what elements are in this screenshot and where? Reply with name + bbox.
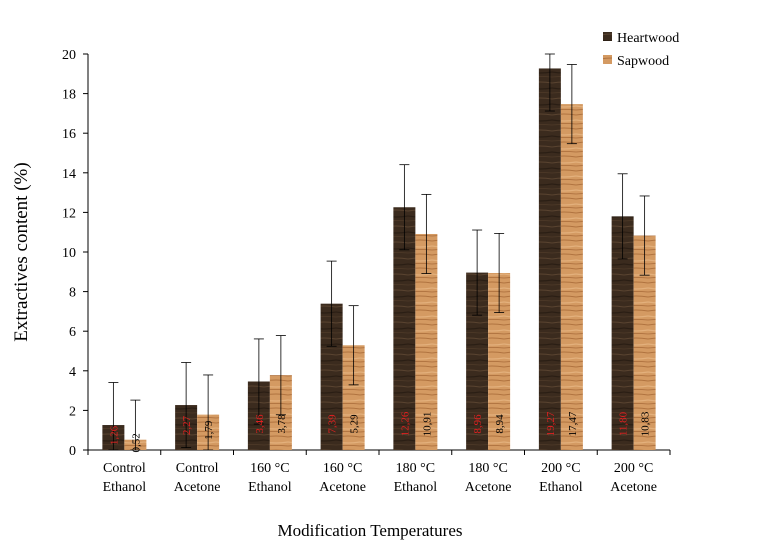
x-category-label-line2: Acetone — [319, 480, 366, 495]
bar-heartwood — [538, 68, 561, 450]
x-axis-title: Modification Temperatures — [278, 521, 463, 540]
y-tick-label: 16 — [62, 127, 76, 142]
data-label-sapwood: 10,83 — [640, 411, 652, 436]
bar-heartwood — [320, 303, 343, 450]
data-label-heartwood: 19,27 — [545, 411, 557, 436]
y-tick-label: 2 — [69, 404, 76, 419]
y-axis-title: Extractives content (%) — [11, 162, 32, 341]
plot-area: 0 2 4 6 8 10 12 14 16 18 20 Control Ethanol Control Ac… — [11, 31, 679, 540]
x-category-label-line1: 160 °C — [250, 461, 289, 476]
x-category-label-line2: Ethanol — [539, 480, 583, 495]
bar-sapwood — [342, 345, 365, 450]
x-category-label-line2: Ethanol — [103, 480, 147, 495]
data-label-heartwood: 11,80 — [618, 411, 630, 436]
legend-swatch-heartwood — [603, 32, 612, 41]
data-label-sapwood: 8,94 — [494, 414, 506, 434]
bar-heartwood — [393, 207, 416, 450]
data-label-heartwood: 7,39 — [327, 414, 339, 434]
data-label-heartwood: 8,96 — [472, 414, 484, 434]
data-label-sapwood: 5,29 — [349, 414, 361, 434]
y-tick-label: 8 — [69, 286, 76, 301]
x-category-label-line2: Acetone — [610, 480, 657, 495]
x-category-label-line1: Control — [176, 461, 219, 476]
data-label-sapwood: 1,79 — [203, 420, 215, 440]
legend-label-heartwood: Heartwood — [617, 31, 679, 46]
x-category-label-line1: 200 °C — [614, 461, 653, 476]
y-tick-label: 4 — [69, 365, 76, 380]
x-category-label-line2: Ethanol — [248, 480, 292, 495]
bar-sapwood — [560, 104, 583, 451]
bar-sapwood — [633, 235, 656, 450]
data-label-sapwood: 0,52 — [130, 433, 142, 452]
y-tick-label: 0 — [69, 444, 76, 459]
data-label-heartwood: 12,26 — [399, 411, 411, 436]
y-tick-label: 20 — [62, 48, 76, 63]
x-category-label-line2: Acetone — [465, 480, 512, 495]
x-category-label-line2: Ethanol — [394, 480, 438, 495]
data-label-sapwood: 3,78 — [276, 414, 288, 434]
bar-heartwood — [466, 272, 489, 450]
bar-heartwood — [611, 216, 634, 450]
x-category-label-line2: Acetone — [174, 480, 221, 495]
y-tick-label: 6 — [69, 325, 76, 340]
x-category-label-line1: 180 °C — [468, 461, 507, 476]
legend-swatch-sapwood — [603, 55, 612, 64]
y-tick-label: 10 — [62, 246, 76, 261]
y-tick-label: 14 — [62, 167, 76, 182]
bar-sapwood — [415, 233, 438, 450]
x-category-label-line1: Control — [103, 461, 146, 476]
x-category-label-line1: 200 °C — [541, 461, 580, 476]
data-label-heartwood: 1,26 — [108, 425, 120, 445]
x-category-label-line1: 160 °C — [323, 461, 362, 476]
y-tick-label: 18 — [62, 88, 76, 103]
data-label-heartwood: 2,27 — [181, 415, 193, 435]
y-tick-label: 12 — [62, 206, 76, 221]
data-label-sapwood: 17,47 — [567, 411, 579, 436]
x-category-label-line1: 180 °C — [396, 461, 435, 476]
bar-sapwood — [488, 272, 511, 450]
data-label-sapwood: 10,91 — [421, 412, 433, 437]
data-label-heartwood: 3,46 — [254, 414, 266, 434]
legend-label-sapwood: Sapwood — [617, 54, 669, 69]
